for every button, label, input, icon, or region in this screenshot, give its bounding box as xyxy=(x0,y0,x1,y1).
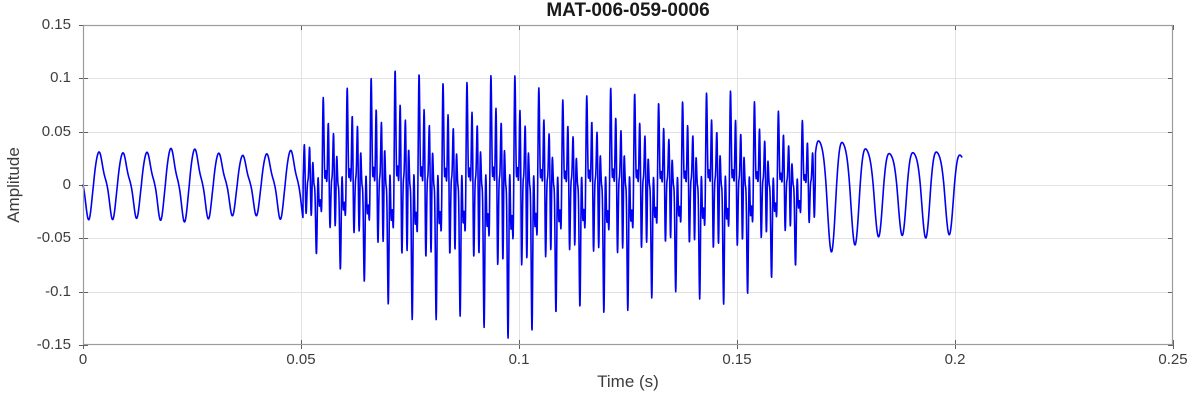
y-tick-label-0.15: 0.15 xyxy=(41,16,71,33)
x-tick-label-0.25: 0.25 xyxy=(1158,351,1188,368)
x-tick-label-0.2: 0.2 xyxy=(944,351,966,368)
x-tick-label-0: 0 xyxy=(78,351,88,368)
waveform-line xyxy=(82,70,963,339)
y-tick-label--0.05: -0.05 xyxy=(36,229,71,247)
y-tick-label--0.1: -0.1 xyxy=(45,282,71,300)
x-tick-label-0.15: 0.15 xyxy=(722,351,752,368)
y-tick-label-0.05: 0.05 xyxy=(41,122,71,140)
x-tick-label-0.05: 0.05 xyxy=(286,351,316,368)
y-tick-label-0.1: 0.1 xyxy=(50,69,71,87)
chart-title: MAT-006-059-0006 xyxy=(546,0,710,21)
axes-box xyxy=(82,24,1174,346)
y-tick-label-0: 0 xyxy=(62,176,71,193)
y-tick-label--0.15: -0.15 xyxy=(36,336,71,353)
x-axis-label: Time (s) xyxy=(597,372,659,391)
x-tick-label-0.1: 0.1 xyxy=(508,351,530,368)
